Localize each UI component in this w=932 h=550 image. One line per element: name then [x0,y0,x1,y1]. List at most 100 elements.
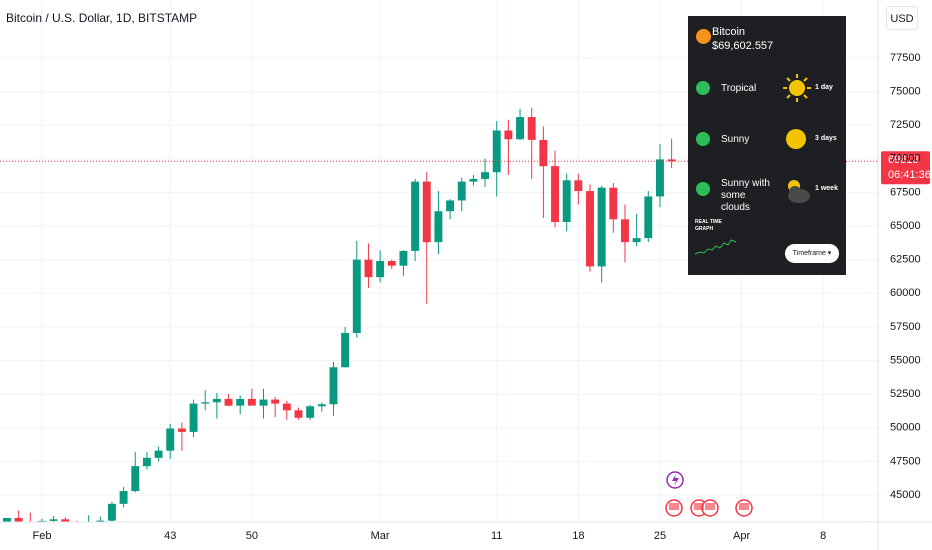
forecast-label: Sunny [721,134,750,145]
candle-body [341,332,350,368]
candle-body [562,180,571,222]
candle-body [644,196,653,239]
candle-body [527,117,536,140]
y-tick-label: 55000 [890,354,921,366]
candle-body [259,399,268,406]
forecast-label: Sunny with some clouds [721,178,770,213]
candle-body [38,520,46,522]
candle-body [201,402,210,404]
candle-body [212,398,221,403]
forecast-label: Tropical [721,83,757,94]
forecast-row: Tropical 1 day [688,69,846,109]
up-icon [696,182,710,196]
candle-body [411,181,420,251]
forecast-period: 1 day [815,84,833,91]
x-tick-label: Apr [733,530,750,542]
candles [3,107,676,528]
candle-body [131,466,140,492]
candle-body [539,139,548,167]
currency-button[interactable]: USD [886,6,918,30]
lightning [672,474,679,486]
cloud-icon [788,180,810,203]
candle-body [481,172,490,179]
candle-body [364,259,373,278]
candle-body [61,519,70,522]
forecast-period: 1 week [815,185,838,192]
candle-body [85,526,93,527]
candle-body [329,367,338,405]
coin-price: $69,602.557 [712,40,774,52]
coin-name: Bitcoin [712,26,746,38]
chart-title: Bitcoin / U.S. Dollar, 1D, BITSTAMP [6,11,198,25]
candle-body [166,428,175,451]
candle-body [154,450,163,458]
x-tick-label: 25 [654,530,666,542]
candle-body [399,250,408,266]
event-icons [665,471,753,517]
y-tick-label: 57500 [890,321,921,333]
y-tick-label: 50000 [890,422,921,434]
sparkline [695,239,737,255]
up-icon [696,132,710,146]
up-icon [696,81,710,95]
x-tick-label: 50 [246,530,258,542]
flag [705,503,715,510]
forecast-widget: Bitcoin $69,602.557 Tropical 1 day Sunny… [688,16,846,275]
candle-body [586,191,594,267]
candle-body [282,403,291,411]
candle-body [655,159,664,197]
candle-body [306,406,315,418]
y-tick-label: 52500 [890,388,921,400]
candle-body [14,517,23,522]
coin-info: Bitcoin $69,602.557 [712,25,773,53]
candle-body [26,523,34,528]
x-tick-label: 43 [164,530,176,542]
y-tick-label: 75000 [890,85,921,97]
y-tick-label: 47500 [890,455,921,467]
candle-body [621,219,629,243]
candle-body [49,519,58,521]
flag [669,503,679,510]
sun-icon [786,129,806,149]
candle-body [632,238,641,243]
forecast-row: Sunny with some clouds 1 week [688,170,846,213]
candle-body [516,117,525,140]
x-tick-label: Feb [32,530,51,542]
y-tick-label: 72500 [890,119,921,131]
last-price-label: 69813 [888,154,919,166]
timeframe-button[interactable]: Timeframe ▾ [785,244,839,263]
candle-body [551,166,559,222]
candle-body [504,130,513,140]
countdown-label: 06:41:36 [888,169,931,181]
candle-body [142,457,151,467]
candle-body [387,261,396,266]
candle-body [609,187,618,220]
candle-body [597,187,606,267]
y-tick-label: 45000 [890,489,921,501]
y-tick-label: 60000 [890,287,921,299]
y-tick-label: 62500 [890,254,921,266]
candle-body [177,428,186,432]
forecast-period: 3 days [815,135,837,142]
candle-body [446,200,455,212]
y-tick-label: 65000 [890,220,921,232]
y-tick-label: 70000 [890,153,921,165]
candle-body [3,517,11,522]
candle-body [434,211,443,243]
candle-body [667,159,676,162]
candle-body [107,503,116,521]
coin-icon [696,29,711,44]
x-tick-label: 8 [820,530,826,542]
forecast-row: Sunny 3 days [688,120,846,160]
last-price-tag [881,151,930,185]
candle-body [189,403,198,432]
candle-body [96,520,105,522]
x-tick-label: Mar [371,530,390,542]
candle-body [224,398,233,406]
y-tick-label: 77500 [890,52,921,64]
price-overlay: 69813 06:41:36 [0,151,931,185]
graph-label: REAL TIME GRAPH [695,219,722,232]
flag [739,503,749,510]
candle-body [352,259,361,333]
